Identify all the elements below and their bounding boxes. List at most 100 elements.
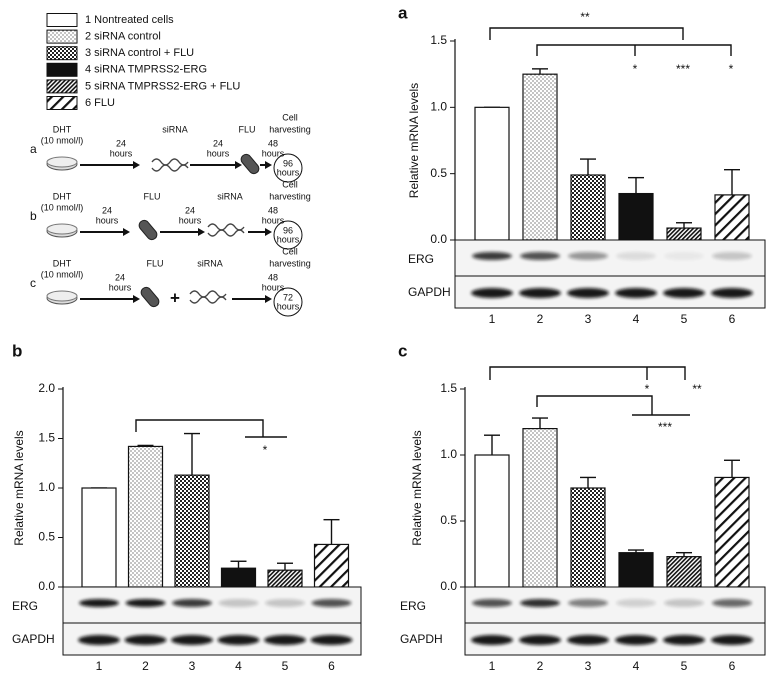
charts: a Relative mRNA levels 0.0 0.5 1.0 1.5 1 2 3 4 5 6 E… <box>12 3 766 673</box>
panel-letter: c <box>398 341 407 360</box>
gapdh-band <box>217 635 260 645</box>
chart: a Relative mRNA levels 0.0 0.5 1.0 1.5 1 2 3 4 5 6 E… <box>398 3 766 326</box>
schematic-text: + <box>170 288 180 307</box>
schematic-text: 48 <box>268 272 278 282</box>
schematic-text: hours <box>96 215 119 225</box>
y-tick-label: 1.0 <box>430 100 447 114</box>
bar <box>474 106 510 241</box>
bar <box>666 556 702 588</box>
schematic-text: 24 <box>213 138 223 148</box>
schematic-text: harvesting <box>269 191 311 201</box>
bar <box>618 552 654 588</box>
blot-label: GAPDH <box>12 632 55 646</box>
significance-bracket <box>489 366 686 380</box>
schematic-text: DHT <box>53 258 72 268</box>
schematic-text: harvesting <box>269 124 311 134</box>
x-tick-label: 6 <box>328 659 335 673</box>
y-axis-label: Relative mRNA levels <box>12 430 26 545</box>
y-tick-label: 1.0 <box>440 447 457 461</box>
gapdh-band <box>567 635 609 645</box>
arrow-head <box>133 161 140 169</box>
blot-label: GAPDH <box>408 285 451 299</box>
schematic-text: 48 <box>268 205 278 215</box>
y-axis-label: Relative mRNA levels <box>407 83 421 198</box>
x-tick-label: 3 <box>189 659 196 673</box>
x-tick-label: 5 <box>681 312 688 326</box>
gapdh-band <box>615 635 657 645</box>
dna <box>189 296 227 304</box>
erg-band <box>664 599 704 607</box>
x-tick-label: 2 <box>537 312 544 326</box>
schematic-text: FLU <box>238 124 255 134</box>
bar <box>522 428 558 588</box>
erg-band <box>616 252 656 260</box>
schematic-text: Cell <box>282 179 298 189</box>
legend: 1 Nontreated cells 2 siRNA control 3 siRNA… <box>46 13 240 110</box>
erg-band <box>520 599 560 607</box>
dish-top <box>46 156 78 168</box>
harvest-circle <box>273 287 303 317</box>
legend-label: 3 siRNA control + FLU <box>85 47 194 59</box>
panel-letter: b <box>12 341 22 360</box>
schematic-text: 24 <box>116 138 126 148</box>
schematic-text: DHT <box>53 191 72 201</box>
schematic-text: harvesting <box>269 258 311 268</box>
schematic-text: 24 <box>102 205 112 215</box>
gapdh-band <box>567 288 609 298</box>
schematic-text: FLU <box>146 258 163 268</box>
schematic-text: 24 <box>185 205 195 215</box>
y-tick-label: 0.5 <box>440 513 457 527</box>
legend-label: 1 Nontreated cells <box>85 14 174 26</box>
dna <box>207 223 245 231</box>
schematic-text: 72 <box>283 292 293 302</box>
gapdh-band <box>663 635 705 645</box>
schematic-text: Cell <box>282 112 298 122</box>
bar <box>174 474 210 588</box>
significance-label: * <box>729 62 734 76</box>
significance-bracket <box>536 44 732 56</box>
erg-band <box>520 252 560 260</box>
arrow-head <box>123 228 130 236</box>
dna <box>151 164 189 172</box>
schematic-text: siRNA <box>197 258 223 268</box>
y-tick-label: 1.0 <box>38 480 55 494</box>
x-tick-label: 1 <box>489 659 496 673</box>
legend-label: 6 FLU <box>85 97 115 109</box>
x-tick-label: 2 <box>142 659 149 673</box>
arrow-head <box>235 161 242 169</box>
significance-label: ** <box>580 10 590 24</box>
x-tick-label: 5 <box>282 659 289 673</box>
erg-band <box>265 599 305 607</box>
y-tick-label: 0.5 <box>38 530 55 544</box>
schematic-text: hours <box>262 148 285 158</box>
schematic-text: siRNA <box>162 124 188 134</box>
schematic-text: hours <box>109 282 132 292</box>
blot-label: ERG <box>12 599 38 613</box>
x-tick-label: 4 <box>633 312 640 326</box>
gapdh-band <box>711 635 753 645</box>
legend-swatch <box>46 29 78 44</box>
bar <box>81 487 117 588</box>
x-tick-label: 6 <box>729 312 736 326</box>
schematic-text: 96 <box>283 225 293 235</box>
bar <box>474 454 510 588</box>
y-tick-label: 0.0 <box>38 579 55 593</box>
significance-label: * <box>263 443 268 457</box>
significance-label: *** <box>676 62 690 76</box>
schematic-text: hours <box>277 234 300 244</box>
significance-bracket <box>536 395 653 415</box>
bar <box>570 174 606 241</box>
x-tick-label: 5 <box>681 659 688 673</box>
y-tick-label: 0.0 <box>430 232 447 246</box>
erg-band <box>568 252 608 260</box>
row-label: b <box>30 209 37 223</box>
harvest-circle <box>273 153 303 183</box>
schematic-text: hours <box>277 301 300 311</box>
erg-band <box>172 599 212 607</box>
bar <box>522 73 558 241</box>
chart: c Relative mRNA levels 0.0 0.5 1.0 1.5 1 2 3 4 5 6 E… <box>398 341 766 673</box>
erg-band <box>712 252 752 260</box>
arrow-head <box>265 161 272 169</box>
